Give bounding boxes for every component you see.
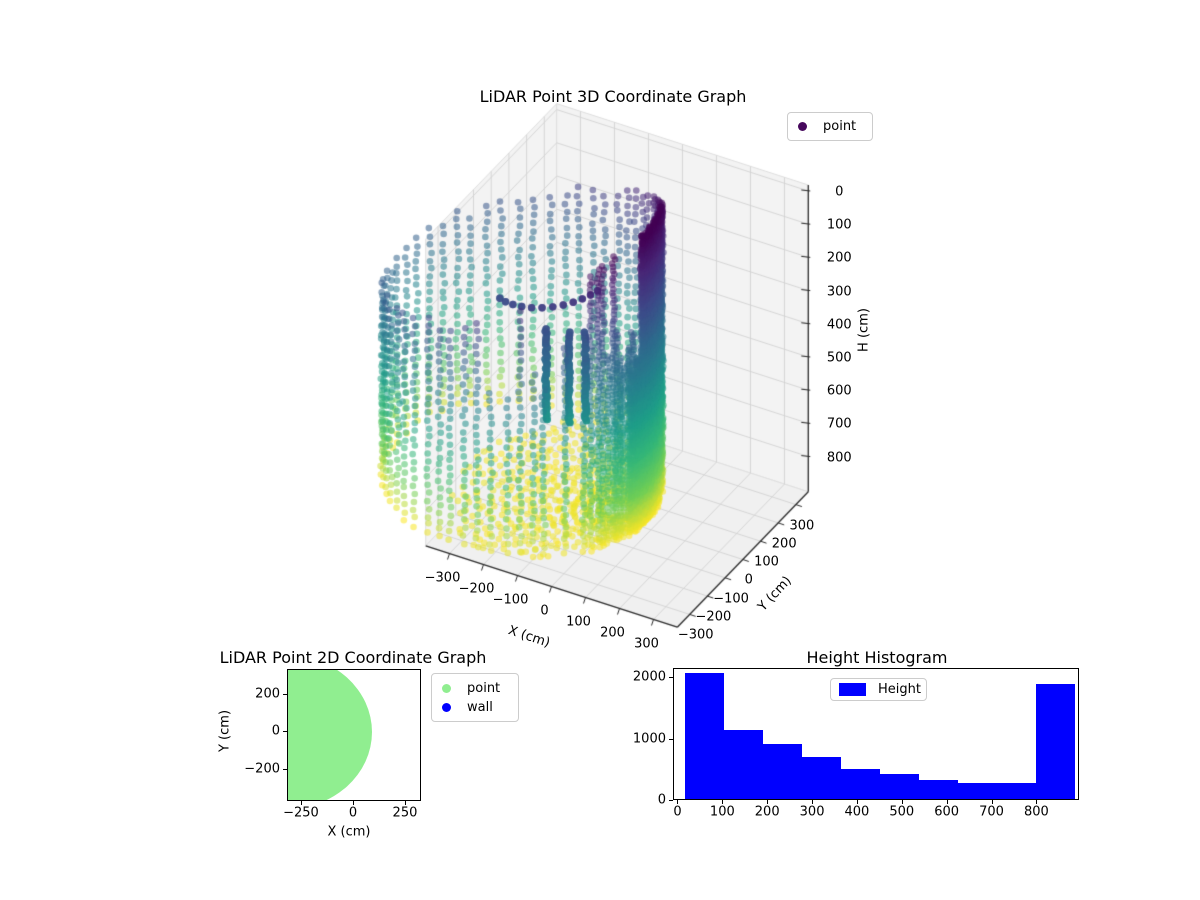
plot2d-axes bbox=[287, 669, 421, 801]
point-region bbox=[288, 670, 372, 800]
histogram-legend-row: Height bbox=[831, 682, 926, 697]
histogram-bar bbox=[958, 783, 998, 799]
histogram-legend-label: Height bbox=[878, 682, 921, 697]
plot2d-legend-label-point: point bbox=[467, 680, 501, 696]
histogram-bar bbox=[763, 743, 803, 799]
histogram-bar bbox=[802, 757, 842, 799]
histogram-bar bbox=[724, 729, 764, 799]
histogram-bar bbox=[841, 768, 881, 799]
wall-legend-marker-icon bbox=[442, 702, 451, 712]
plot2d-legend-label-wall: wall bbox=[467, 699, 493, 715]
histogram-bar bbox=[919, 780, 959, 799]
point-legend-marker-icon bbox=[442, 683, 451, 693]
histogram-bar bbox=[880, 774, 920, 799]
plot2d-legend-row-point: point bbox=[432, 681, 518, 696]
histogram-axes bbox=[673, 668, 1079, 800]
plot3d-legend-row: point bbox=[788, 119, 872, 134]
histogram-bar bbox=[685, 673, 725, 799]
plot3d-legend-label: point bbox=[823, 119, 857, 134]
point-legend-marker-icon bbox=[798, 122, 807, 131]
histogram-bar bbox=[997, 783, 1037, 799]
plot3d-legend: point bbox=[787, 112, 873, 141]
plot2d-legend: point wall bbox=[431, 673, 519, 722]
height-legend-patch-icon bbox=[839, 683, 866, 696]
histogram-legend: Height bbox=[830, 678, 927, 701]
plot2d-legend-row-wall: wall bbox=[432, 700, 518, 715]
histogram-bar bbox=[1036, 683, 1076, 799]
